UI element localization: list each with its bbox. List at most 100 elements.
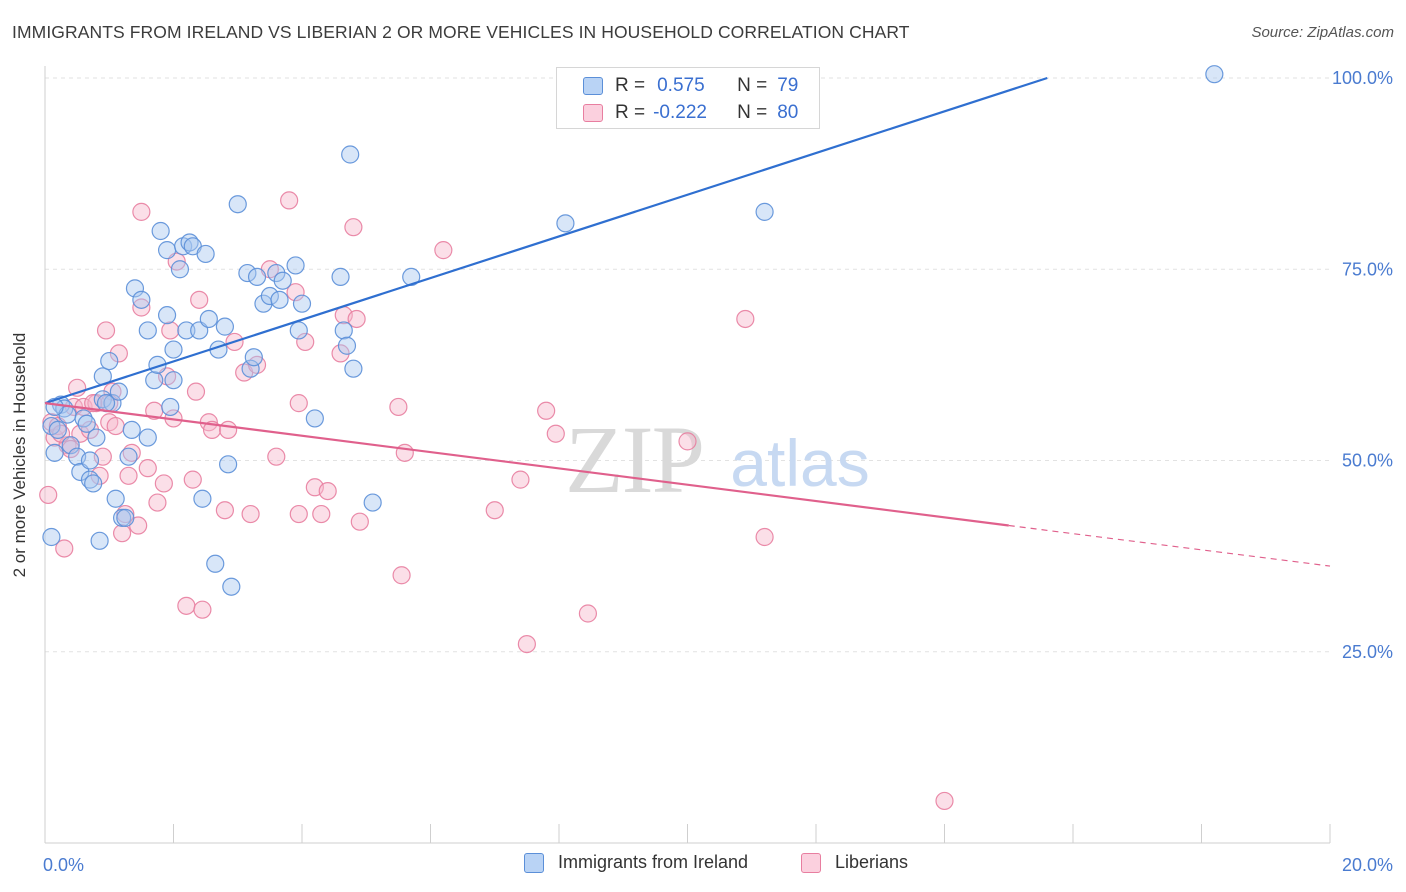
ireland-point — [289, 321, 308, 340]
ireland-point — [260, 286, 279, 306]
ireland-point — [247, 267, 267, 286]
liberians-point — [347, 309, 366, 329]
liberians-point — [350, 512, 369, 531]
gridlines — [45, 77, 1330, 653]
liberians-point — [219, 420, 238, 439]
ireland-point — [80, 451, 100, 470]
legend-row-ireland: R = 0.575 N = 79 — [583, 74, 798, 98]
liberians-point — [132, 202, 151, 221]
liberians-point — [537, 401, 556, 420]
liberians-trend-line — [44, 402, 1009, 527]
ireland-point — [164, 371, 183, 390]
liberians-point — [55, 539, 74, 558]
ireland-point — [119, 447, 138, 466]
chart-title: IMMIGRANTS FROM IRELAND VS LIBERIAN 2 OR… — [12, 22, 910, 42]
liberians-point — [395, 443, 414, 462]
liberians-point — [318, 482, 337, 501]
ireland-point — [74, 409, 93, 428]
ireland-point — [222, 577, 241, 596]
tick-labels: 25.0% 50.0% 75.0% 100.0% 0.0% 20.0% — [43, 68, 1393, 875]
liberians-point — [186, 382, 206, 401]
ireland-point — [106, 489, 125, 508]
legend-item-ireland[interactable]: Immigrants from Ireland — [524, 852, 748, 873]
ireland-point — [61, 436, 80, 455]
ireland-point — [170, 260, 190, 279]
liberians-point — [119, 466, 138, 485]
ireland-point — [45, 397, 64, 417]
liberians-point — [154, 474, 173, 493]
liberians-point — [215, 501, 234, 520]
legend-swatch-ireland — [583, 77, 603, 95]
y-tick-label-75: 75.0% — [1342, 259, 1393, 279]
ireland-point — [87, 428, 106, 447]
ireland-point — [273, 271, 292, 290]
series-legend: Immigrants from Ireland Liberians — [0, 852, 1406, 878]
liberians-point — [267, 447, 286, 466]
ireland-point — [164, 340, 183, 359]
ireland-point — [45, 443, 64, 462]
liberians-point — [736, 309, 755, 329]
chart-source: Source: ZipAtlas.com — [1251, 24, 1394, 41]
ireland-point — [116, 508, 135, 527]
legend-r-value: -0.222 — [653, 102, 707, 123]
ireland-point — [138, 321, 157, 340]
liberians-point — [517, 634, 536, 654]
liberians-point — [148, 493, 167, 512]
liberians-point — [177, 596, 196, 615]
ireland-point — [215, 317, 234, 336]
ireland-point — [132, 290, 151, 309]
legend-row-liberians: R = -0.222 N = 80 — [583, 101, 798, 125]
legend-swatch-liberians — [583, 104, 603, 122]
liberians-point — [84, 394, 103, 413]
y-tick-label-50: 50.0% — [1342, 451, 1393, 471]
ireland-point — [109, 382, 128, 401]
ireland-point — [244, 348, 263, 367]
liberians-point — [312, 504, 331, 524]
legend-item-liberians[interactable]: Liberians — [801, 852, 908, 873]
ireland-point — [177, 321, 196, 340]
legend-n-label: N = — [737, 102, 768, 123]
ireland-point — [84, 474, 103, 493]
liberians-trend-extension — [1008, 524, 1331, 567]
ireland-point — [138, 428, 157, 447]
legend-r-label: R = — [615, 75, 646, 96]
liberians-point — [289, 504, 308, 524]
liberians-point — [935, 791, 954, 811]
x-tick-label-max: 20.0% — [1342, 855, 1393, 875]
ireland-point — [199, 309, 218, 329]
liberians-point — [392, 566, 411, 585]
liberians-point — [241, 504, 260, 524]
legend-r-label: R = — [615, 102, 646, 123]
ireland-point — [334, 321, 353, 340]
ireland-point — [90, 531, 109, 550]
x-tick-label-min: 0.0% — [43, 855, 84, 875]
legend-r-value: 0.575 — [657, 75, 705, 96]
liberians-point — [578, 604, 598, 623]
ireland-point — [157, 241, 177, 260]
liberians-point — [280, 191, 299, 210]
legend-n-value: 79 — [777, 75, 799, 96]
trend-lines — [44, 76, 1331, 567]
watermark: ZIP atlas — [565, 406, 870, 513]
legend-swatch-ireland — [524, 852, 544, 873]
liberians-point — [485, 501, 504, 520]
liberians-point — [132, 298, 151, 317]
ireland-point — [145, 371, 164, 390]
ireland-trend-line — [44, 76, 1048, 405]
liberians-point — [161, 321, 180, 340]
axes — [44, 66, 1331, 844]
liberians-point — [755, 527, 774, 547]
ireland-point — [286, 256, 305, 275]
y-tick-label-100: 100.0% — [1332, 68, 1393, 88]
liberians-point — [286, 283, 305, 302]
ireland-point — [196, 244, 215, 264]
ireland-point — [344, 359, 363, 378]
liberians-point — [106, 416, 125, 436]
ireland-point — [292, 294, 312, 313]
watermark-atlas: atlas — [730, 426, 869, 500]
watermark-zip: ZIP — [565, 406, 703, 513]
ireland-point — [556, 214, 575, 233]
legend-swatch-liberians — [801, 852, 821, 873]
ireland-point — [151, 221, 170, 241]
